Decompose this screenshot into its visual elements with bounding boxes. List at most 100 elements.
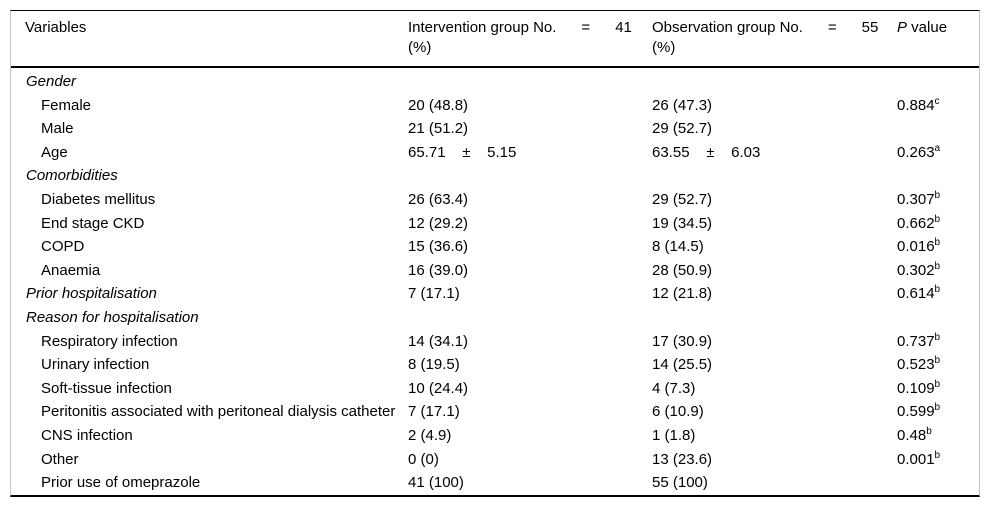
intervention-value [408, 164, 652, 188]
table-row: Age 65.71 ± 5.15 63.55 ± 6.03 0.263a [11, 141, 979, 165]
p-value: 0.884c [897, 95, 940, 114]
intervention-value: 21 (51.2) [408, 120, 469, 138]
p-value-italic-p: P [897, 19, 908, 36]
p-value: 0.737b [897, 331, 941, 350]
row-label: Age [41, 143, 68, 161]
row-label: Diabetes mellitus [41, 190, 156, 208]
intervention-value: 2 (4.9) [408, 426, 452, 444]
p-value: 0.001b [897, 449, 941, 468]
row-label: Comorbidities [26, 167, 118, 185]
intervention-value [408, 67, 652, 94]
row-label: Gender [26, 73, 77, 90]
table-row: Soft-tissue infection 10 (24.4) 4 (7.3) 0.1… [11, 377, 979, 401]
p-value: 0.523b [897, 355, 941, 374]
intervention-value: 16 (39.0) [408, 261, 469, 279]
p-value-footnote-marker: b [934, 402, 941, 414]
observation-value [652, 67, 897, 94]
header-row: Variables Intervention group No. = 41 (%… [11, 11, 979, 67]
intervention-value: 65.71 ± 5.15 [408, 143, 517, 161]
row-label: Peritonitis associated with peritoneal d… [41, 403, 396, 421]
table-row: Respiratory infection 14 (34.1) 17 (30.9) 0… [11, 330, 979, 354]
p-value-footnote-marker: b [926, 425, 932, 437]
p-value-footnote-marker: b [934, 449, 941, 461]
observation-value: 28 (50.9) [652, 261, 713, 279]
table-row: End stage CKD 12 (29.2) 19 (34.5) 0.662b [11, 212, 979, 236]
p-value [897, 164, 979, 188]
table-row: COPD 15 (36.6) 8 (14.5) 0.016b [11, 235, 979, 259]
observation-value: 4 (7.3) [652, 379, 696, 397]
p-value: 0.016b [897, 237, 941, 256]
observation-value: 55 (100) [652, 474, 708, 492]
observation-value: 19 (34.5) [652, 214, 713, 232]
observation-value: 14 (25.5) [652, 356, 713, 374]
p-value-footnote-marker: b [934, 260, 941, 272]
p-value: 0.109b [897, 378, 941, 397]
p-value: 0.48b [897, 425, 932, 444]
table-header: Variables Intervention group No. = 41 (%… [11, 11, 979, 67]
p-value-footnote-marker: b [934, 213, 941, 225]
row-label: Other [41, 450, 79, 468]
intervention-value: 7 (17.1) [408, 285, 460, 303]
intervention-value: 14 (34.1) [408, 332, 469, 350]
table-row: Prior use of omeprazole 41 (100) 55 (100) [11, 471, 979, 495]
col-header-observation-group: Observation group No. = 55 (%) [652, 19, 879, 56]
observation-value: 63.55 ± 6.03 [652, 143, 761, 161]
table-row: CNS infection 2 (4.9) 1 (1.8) 0.48b [11, 424, 979, 448]
row-label: End stage CKD [41, 214, 145, 232]
table-row: Comorbidities [11, 164, 979, 188]
intervention-value: 10 (24.4) [408, 379, 469, 397]
p-value-footnote-marker: b [934, 189, 941, 201]
intervention-value: 15 (36.6) [408, 238, 469, 256]
p-value-footnote-marker: b [934, 237, 941, 249]
observation-value: 6 (10.9) [652, 403, 704, 421]
table-row: Male 21 (51.2) 29 (52.7) [11, 117, 979, 141]
comparison-table: Variables Intervention group No. = 41 (%… [11, 11, 979, 495]
observation-value: 26 (47.3) [652, 96, 713, 114]
p-value: 0.614b [897, 284, 941, 303]
table-row: Reason for hospitalisation [11, 306, 979, 330]
row-label: Prior use of omeprazole [41, 474, 201, 492]
p-value [897, 471, 979, 495]
p-value-footnote-marker: b [934, 331, 941, 343]
p-value: 0.307b [897, 189, 941, 208]
table-row: Urinary infection 8 (19.5) 14 (25.5) 0.523b [11, 353, 979, 377]
row-label: Female [41, 96, 92, 114]
p-value: 0.302b [897, 260, 941, 279]
observation-value: 8 (14.5) [652, 238, 704, 256]
row-label: Anaemia [41, 261, 101, 279]
observation-value [652, 306, 897, 330]
p-value-rest: value [907, 19, 948, 36]
table-row: Prior hospitalisation 7 (17.1) 12 (21.8) 0.… [11, 282, 979, 306]
intervention-value: 8 (19.5) [408, 356, 460, 374]
observation-value [652, 164, 897, 188]
observation-value: 29 (52.7) [652, 120, 713, 138]
col-header-intervention-group: Intervention group No. = 41 (%) [408, 19, 632, 56]
table-row: Peritonitis associated with peritoneal d… [11, 400, 979, 424]
table-row: Female 20 (48.8) 26 (47.3) 0.884c [11, 94, 979, 118]
p-value-footnote-marker: b [934, 378, 941, 390]
intervention-value [408, 306, 652, 330]
p-value [897, 117, 979, 141]
baseline-characteristics-table: Variables Intervention group No. = 41 (%… [10, 10, 980, 497]
col-header-p-value: P value [897, 11, 979, 67]
row-label: Respiratory infection [41, 332, 178, 350]
p-value-footnote-marker: b [934, 284, 941, 296]
p-value-footnote-marker: c [934, 95, 940, 107]
row-label: Prior hospitalisation [26, 285, 157, 303]
row-label: COPD [41, 238, 85, 256]
intervention-value: 41 (100) [408, 474, 464, 492]
table-row: Anaemia 16 (39.0) 28 (50.9) 0.302b [11, 259, 979, 283]
p-value-footnote-marker: a [934, 142, 941, 154]
intervention-value: 0 (0) [408, 450, 439, 468]
table-row: Gender [11, 67, 979, 94]
row-label: Male [41, 120, 74, 138]
row-label: Reason for hospitalisation [26, 308, 199, 326]
intervention-value: 20 (48.8) [408, 96, 469, 114]
row-label: Urinary infection [41, 356, 150, 374]
p-value: 0.662b [897, 213, 941, 232]
intervention-value: 12 (29.2) [408, 214, 469, 232]
p-value [897, 67, 979, 94]
col-header-variables: Variables [25, 19, 87, 36]
observation-value: 29 (52.7) [652, 190, 713, 208]
observation-value: 17 (30.9) [652, 332, 713, 350]
